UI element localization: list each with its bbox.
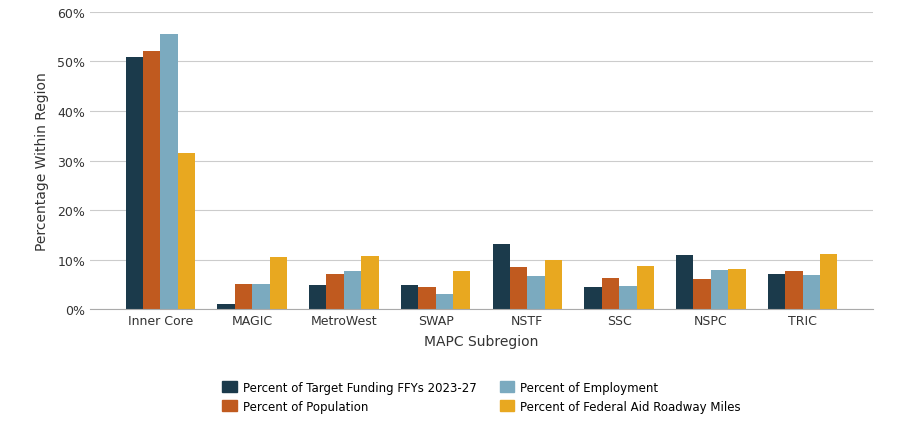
Bar (143, 52, 160, 310)
Bar (544, 261, 562, 310)
Bar (235, 284, 252, 310)
Bar (217, 304, 235, 310)
Bar (676, 255, 693, 310)
Legend: Percent of Target Funding FFYs 2023-27, Percent of Population, Percent of Employ: Percent of Target Funding FFYs 2023-27, … (222, 381, 741, 413)
Bar (785, 271, 803, 310)
Bar (309, 285, 327, 310)
Bar (768, 274, 785, 310)
Bar (270, 258, 287, 310)
Bar (619, 286, 636, 310)
Bar (178, 154, 195, 310)
Bar (327, 274, 344, 310)
Bar (361, 257, 379, 310)
Bar (584, 287, 602, 310)
Y-axis label: Percentage Within Region: Percentage Within Region (35, 72, 49, 250)
Bar (636, 267, 654, 310)
Bar (492, 244, 510, 310)
Bar (400, 285, 418, 310)
Bar (711, 270, 728, 310)
Bar (418, 287, 436, 310)
Bar (453, 271, 471, 310)
X-axis label: MAPC Subregion: MAPC Subregion (424, 335, 539, 348)
Bar (126, 58, 143, 310)
Bar (602, 279, 619, 310)
Bar (252, 284, 270, 310)
Bar (693, 279, 711, 310)
Bar (160, 35, 178, 310)
Bar (728, 269, 746, 310)
Bar (344, 271, 361, 310)
Bar (510, 267, 527, 310)
Bar (803, 275, 820, 310)
Bar (820, 254, 837, 310)
Bar (527, 276, 544, 310)
Bar (436, 295, 453, 310)
